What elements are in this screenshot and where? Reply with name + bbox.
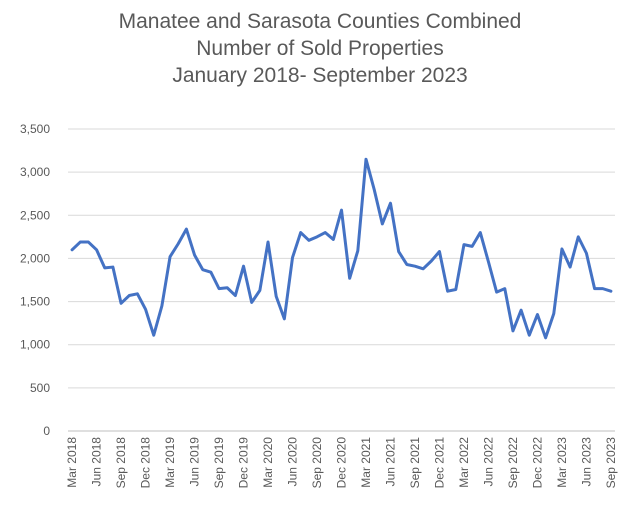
x-tick-label: Mar 2018 — [65, 437, 79, 488]
x-tick-label: Dec 2019 — [237, 437, 251, 489]
y-tick-label: 2,000 — [20, 251, 50, 265]
x-tick-label: Jun 2018 — [90, 437, 104, 487]
x-tick-label: Sep 2018 — [114, 437, 128, 489]
x-tick-label: Mar 2019 — [163, 437, 177, 488]
gridlines — [68, 128, 615, 389]
x-tick-labels: Mar 2018 Jun 2018 Sep 2018 Dec 2018 Mar 2019… — [65, 437, 618, 489]
x-tick-label: Sep 2019 — [212, 437, 226, 489]
y-tick-label: 2,500 — [20, 208, 50, 222]
x-tick-label: Sep 2021 — [408, 437, 422, 489]
x-tick-label: Dec 2022 — [530, 437, 544, 489]
x-tick-label: Jun 2019 — [188, 437, 202, 487]
chart-title-line-3: January 2018- September 2023 — [172, 64, 468, 87]
y-tick-label: 500 — [30, 381, 50, 395]
y-tick-label: 3,500 — [20, 122, 50, 136]
x-tick-label: Mar 2022 — [457, 437, 471, 488]
chart-title: Manatee and Sarasota Counties Combined N… — [0, 8, 640, 89]
x-tick-label: Jun 2023 — [579, 437, 593, 487]
x-tick-label: Mar 2023 — [555, 437, 569, 488]
x-tick-label: Mar 2021 — [359, 437, 373, 488]
x-tick-label: Dec 2020 — [335, 437, 349, 489]
x-tick-label: Dec 2021 — [432, 437, 446, 489]
x-tick-label: Sep 2020 — [310, 437, 324, 489]
x-tick-label: Jun 2021 — [383, 437, 397, 487]
x-tick-label: Sep 2023 — [604, 437, 618, 489]
x-tick-label: Mar 2020 — [261, 437, 275, 488]
x-tick-label: Jun 2022 — [481, 437, 495, 487]
x-tick-label: Sep 2022 — [506, 437, 520, 489]
y-tick-label: 1,000 — [20, 338, 50, 352]
series-layer — [70, 157, 613, 340]
chart-title-line-1: Manatee and Sarasota Counties Combined — [118, 10, 522, 33]
chart-title-line-2: Number of Sold Properties — [196, 37, 444, 60]
y-tick-label: 1,500 — [20, 295, 50, 309]
x-tick-label: Dec 2018 — [139, 437, 153, 489]
y-tick-label: 0 — [43, 424, 50, 438]
y-tick-label: 3,000 — [20, 165, 50, 179]
y-tick-labels: 0 500 1,000 1,500 2,000 2,500 3,000 3,500 — [20, 122, 50, 438]
series-line — [70, 157, 613, 340]
x-tick-label: Jun 2020 — [286, 437, 300, 487]
